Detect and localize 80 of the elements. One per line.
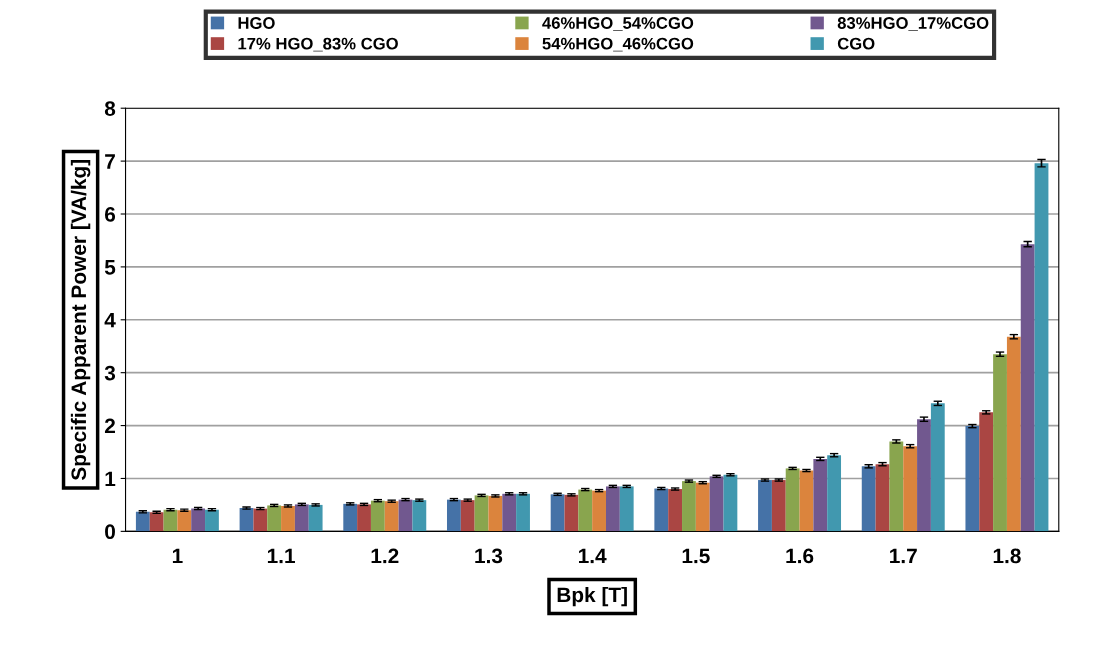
- bar: [460, 500, 475, 532]
- bar: [253, 508, 268, 532]
- y-tick-label: 5: [104, 260, 116, 275]
- bar: [398, 499, 413, 532]
- bar: [965, 426, 980, 532]
- legend-label: HGO: [238, 17, 275, 29]
- bar: [564, 494, 579, 532]
- bar: [758, 480, 772, 532]
- bar: [668, 489, 683, 532]
- bar: [294, 504, 309, 532]
- bar: [149, 512, 164, 532]
- bar: [474, 495, 489, 532]
- bar: [357, 504, 371, 532]
- bar: [861, 466, 876, 532]
- bar: [308, 504, 323, 532]
- bar: [191, 508, 206, 532]
- legend-label: CGO: [837, 37, 875, 50]
- bar: [384, 501, 399, 532]
- x-tick-label: 1.6: [786, 548, 814, 564]
- bar: [875, 464, 890, 532]
- y-tick-label: 6: [105, 207, 116, 222]
- bar: [695, 482, 710, 532]
- bar: [889, 441, 904, 532]
- bar: [827, 455, 842, 532]
- bar: [1006, 336, 1021, 532]
- bar: [1020, 244, 1035, 532]
- x-tick-label: 1.2: [371, 548, 399, 564]
- bar: [163, 509, 178, 532]
- bar: [502, 493, 517, 532]
- bar: [654, 488, 669, 532]
- bar: [709, 476, 724, 532]
- x-tick-label: 1.5: [682, 548, 710, 564]
- bar: [979, 412, 994, 532]
- bar: [412, 500, 427, 532]
- bar: [813, 458, 828, 532]
- bar: [205, 509, 219, 532]
- x-tick-label: 1: [172, 548, 183, 564]
- y-tick-label: 3: [104, 365, 116, 381]
- bar: [488, 495, 503, 532]
- y-axis-title: Specific Apparent Power [VA/kg]: [70, 160, 91, 481]
- bar: [267, 505, 282, 532]
- bar: [605, 486, 620, 532]
- y-tick-label: 0: [105, 524, 115, 540]
- bar: [917, 419, 931, 532]
- legend-label: 54%HGO_46%CGO: [542, 37, 694, 52]
- bar: [682, 481, 696, 532]
- bar: [723, 474, 738, 532]
- bar: [771, 480, 786, 532]
- x-axis-title: Bpk [T]: [557, 586, 627, 607]
- legend-label: 17% HGO_83% CGO: [238, 37, 398, 52]
- y-tick-label: 2: [104, 418, 115, 434]
- bar: [239, 508, 254, 532]
- x-tick-label: 1.8: [993, 548, 1021, 564]
- bar: [177, 510, 192, 532]
- bar: [370, 500, 385, 532]
- y-tick-label: 7: [105, 154, 115, 169]
- bar: [930, 403, 945, 532]
- bar: [516, 493, 530, 532]
- legend-label: 83%HGO_17%CGO: [837, 17, 989, 31]
- bar: [619, 486, 634, 532]
- bar: [993, 354, 1007, 532]
- bar: [343, 503, 358, 532]
- bar: [281, 505, 295, 532]
- legend-label: 46%HGO_54%CGO: [542, 17, 694, 31]
- x-tick-label: 1.3: [475, 548, 503, 564]
- bar: [592, 490, 606, 532]
- bar: [799, 470, 814, 532]
- x-tick-label: 1.4: [579, 548, 607, 564]
- bar: [578, 489, 593, 532]
- y-tick-label: 1: [105, 471, 116, 487]
- bar: [135, 511, 150, 532]
- y-tick-label: 4: [104, 313, 116, 328]
- bar: [446, 499, 461, 532]
- bar: [1034, 163, 1049, 532]
- bar: [785, 468, 800, 532]
- y-tick-label: 8: [104, 101, 116, 116]
- x-tick-label: 1.7: [890, 548, 917, 564]
- bar: [903, 446, 918, 532]
- x-tick-label: 1.1: [267, 548, 295, 564]
- bar: [550, 494, 565, 532]
